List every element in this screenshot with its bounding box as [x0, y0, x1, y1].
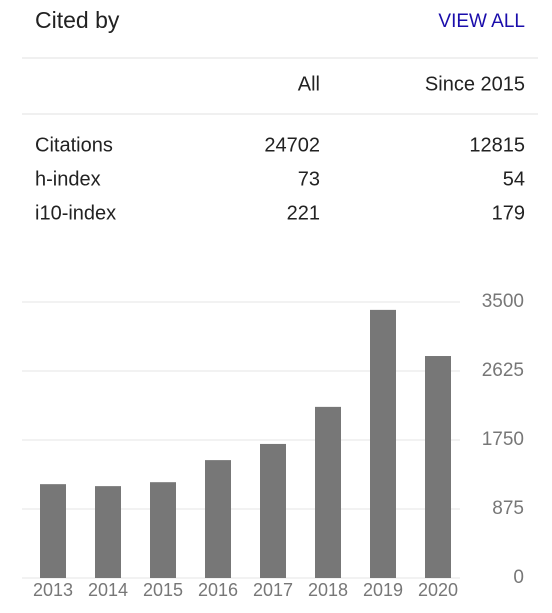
- bar: [425, 356, 451, 578]
- row-label: h-index: [35, 168, 101, 190]
- cell-value: 24702: [264, 134, 320, 156]
- y-tick-label: 3500: [482, 291, 524, 312]
- bar: [370, 309, 396, 578]
- x-tick-label: 2016: [198, 580, 238, 600]
- bar: [315, 406, 341, 578]
- x-tick-label: 2017: [253, 580, 293, 600]
- x-tick-label: 2014: [88, 580, 128, 600]
- column-header: Since 2015: [425, 73, 525, 95]
- x-tick-label: 2019: [363, 580, 403, 600]
- cell-value: 221: [287, 202, 320, 224]
- y-tick-label: 1750: [482, 429, 524, 450]
- x-tick-label: 2013: [33, 580, 73, 600]
- cell-value: 179: [492, 202, 525, 224]
- bar: [260, 443, 286, 578]
- row-label: Citations: [35, 134, 113, 156]
- widget-title: Cited by: [35, 7, 120, 33]
- y-tick-label: 0: [513, 567, 524, 588]
- x-tick-label: 2015: [143, 580, 183, 600]
- x-tick-label: 2018: [308, 580, 348, 600]
- cell-value: 12815: [469, 134, 525, 156]
- bar: [95, 486, 121, 578]
- bar: [150, 482, 176, 578]
- bar: [40, 484, 66, 578]
- column-header: All: [298, 73, 320, 95]
- y-tick-label: 2625: [482, 360, 524, 381]
- cell-value: 73: [298, 168, 320, 190]
- x-tick-label: 2020: [418, 580, 458, 600]
- cell-value: 54: [503, 168, 525, 190]
- view-all-link[interactable]: VIEW ALL: [438, 11, 525, 32]
- bar: [205, 460, 231, 578]
- y-tick-label: 875: [492, 498, 524, 519]
- row-label: i10-index: [35, 202, 116, 224]
